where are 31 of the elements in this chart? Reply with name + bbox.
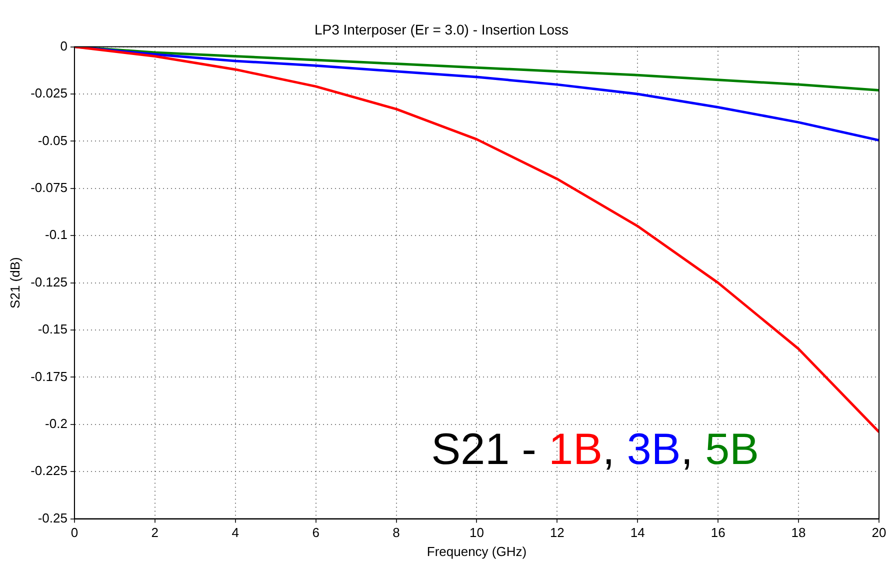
y-tick-label: 0 bbox=[60, 38, 68, 54]
text: 3B bbox=[626, 424, 681, 474]
x-tick-label: 12 bbox=[550, 525, 564, 540]
x-tick-label: 6 bbox=[312, 525, 320, 540]
x-tick-label: 8 bbox=[392, 525, 400, 540]
chart-title: LP3 Interposer (Er = 3.0) - Insertion Loss bbox=[314, 21, 569, 38]
text: 1B bbox=[548, 424, 602, 474]
annotation: , bbox=[680, 424, 706, 474]
x-tick-label: 0 bbox=[70, 525, 78, 540]
y-tick-label: -0.175 bbox=[30, 368, 68, 384]
x-tick-label: 4 bbox=[232, 525, 239, 540]
y-tick-label: -0.05 bbox=[38, 132, 68, 148]
x-tick-label: 10 bbox=[469, 525, 484, 540]
y-axis-title: S21 (dB) bbox=[7, 257, 22, 308]
y-tick-label: -0.125 bbox=[30, 274, 68, 290]
x-tick-label: 2 bbox=[151, 525, 159, 540]
y-tick-label: -0.25 bbox=[38, 510, 68, 526]
y-tick-label: -0.2 bbox=[45, 416, 68, 431]
annotation: S21 - bbox=[431, 424, 549, 474]
y-tick-label: -0.225 bbox=[30, 463, 68, 478]
y-tick-label: -0.075 bbox=[30, 180, 68, 195]
x-tick-label: 16 bbox=[710, 525, 726, 540]
y-tick-label: -0.025 bbox=[30, 86, 68, 101]
text: 5B bbox=[705, 424, 760, 474]
y-tick-label: -0.1 bbox=[45, 227, 68, 242]
x-tick-label: 20 bbox=[872, 525, 886, 540]
annotation: , bbox=[602, 424, 627, 474]
x-tick-label: 14 bbox=[630, 525, 645, 540]
y-tick-label: -0.15 bbox=[38, 322, 68, 337]
x-axis-title: Frequency (GHz) bbox=[426, 544, 527, 559]
x-tick-label: 18 bbox=[791, 525, 806, 540]
